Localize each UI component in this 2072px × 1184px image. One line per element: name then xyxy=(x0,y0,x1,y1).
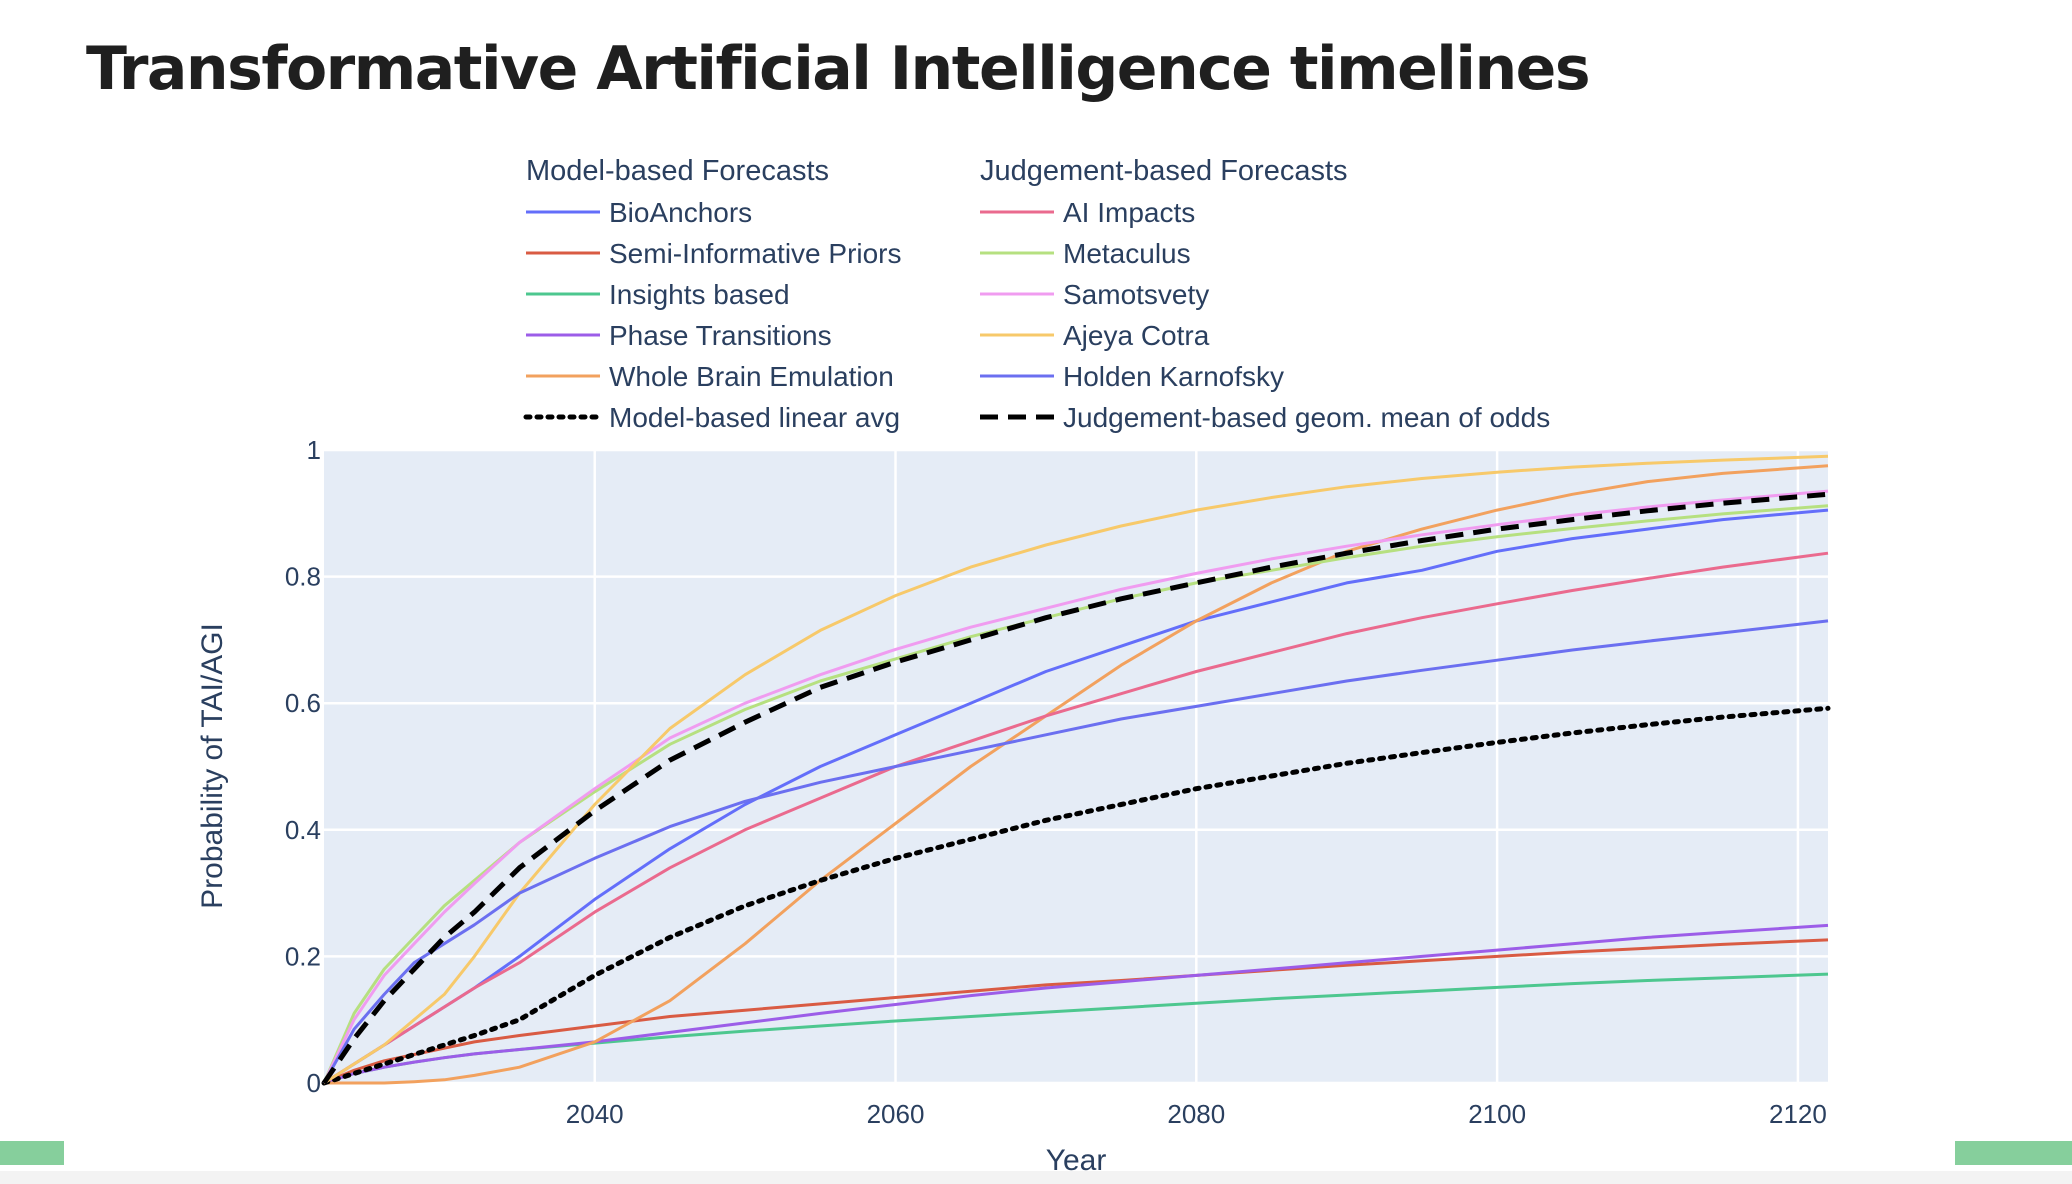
series-line-judgement-based-geom-mean-of-odds xyxy=(321,491,1829,1085)
series-line-whole-brain-emulation xyxy=(324,464,1829,1085)
legend-item[interactable]: Samotsvety xyxy=(980,279,1209,310)
legend-item[interactable]: Insights based xyxy=(526,279,790,310)
legend-item[interactable]: Holden Karnofsky xyxy=(980,361,1284,392)
legend-label: AI Impacts xyxy=(1063,197,1195,228)
legend-label: Semi-Informative Priors xyxy=(609,238,902,269)
legend-item[interactable]: BioAnchors xyxy=(526,197,752,228)
legend-label: BioAnchors xyxy=(609,197,752,228)
legend-item[interactable]: Phase Transitions xyxy=(526,320,832,351)
series-line-ai-impacts xyxy=(323,551,1829,1085)
x-tick-label: 2060 xyxy=(867,1099,925,1129)
legend-label: Ajeya Cotra xyxy=(1063,320,1210,351)
y-axis-label: Probability of TAI/AGI xyxy=(196,623,229,909)
axis-ticks: 2040 2060 2080 2100 2120 0 0.2 0.4 0.6 0.8 1 xyxy=(285,435,1827,1129)
legend-item[interactable]: Model-based linear avg xyxy=(523,402,900,433)
y-tick-label: 1 xyxy=(307,435,321,465)
legend-label: Whole Brain Emulation xyxy=(609,361,894,392)
legend-label: Phase Transitions xyxy=(609,320,832,351)
series-line-semi-informative-priors xyxy=(323,938,1829,1085)
series-line-ajeya-cotra xyxy=(323,454,1829,1085)
legend-group-title: Model-based Forecasts xyxy=(526,155,829,187)
decorative-bar-left xyxy=(0,1141,64,1165)
legend-item[interactable]: Whole Brain Emulation xyxy=(526,361,894,392)
legend-item[interactable]: Semi-Informative Priors xyxy=(526,238,902,269)
x-tick-label: 2100 xyxy=(1468,1099,1526,1129)
x-tick-label: 2080 xyxy=(1167,1099,1225,1129)
legend-group-title: Judgement-based Forecasts xyxy=(980,155,1348,187)
legend-label: Model-based linear avg xyxy=(609,402,900,433)
legend-label: Metaculus xyxy=(1063,238,1191,269)
decorative-bar-right xyxy=(1955,1141,2072,1165)
legend-label: Insights based xyxy=(609,279,790,310)
page-title: Transformative Artificial Intelligence t… xyxy=(86,34,1591,104)
chart-legend[interactable]: Model-based Forecasts BioAnchors Semi-Info… xyxy=(523,155,1550,433)
y-tick-label: 0 xyxy=(307,1068,321,1098)
series-layer xyxy=(321,454,1831,1086)
series-line-phase-transitions xyxy=(323,923,1829,1085)
y-tick-label: 0.4 xyxy=(285,815,321,845)
series-line-metaculus xyxy=(322,504,1829,1084)
legend-label: Samotsvety xyxy=(1063,279,1209,310)
series-line-model-based-linear-avg xyxy=(321,705,1831,1086)
y-tick-label: 0.8 xyxy=(285,562,321,592)
x-tick-label: 2040 xyxy=(566,1099,624,1129)
x-tick-label: 2120 xyxy=(1769,1099,1827,1129)
y-tick-label: 0.6 xyxy=(285,688,321,718)
legend-item[interactable]: AI Impacts xyxy=(980,197,1195,228)
legend-item[interactable]: Metaculus xyxy=(980,238,1191,269)
legend-item[interactable]: Ajeya Cotra xyxy=(980,320,1210,351)
plot-area xyxy=(324,450,1828,1083)
legend-item[interactable]: Judgement-based geom. mean of odds xyxy=(980,402,1550,433)
series-line-holden-karnofsky xyxy=(322,619,1829,1084)
legend-label: Judgement-based geom. mean of odds xyxy=(1063,402,1550,433)
series-line-samotsvety xyxy=(322,489,1829,1084)
slide-footer-strip xyxy=(0,1171,2072,1184)
y-tick-label: 0.2 xyxy=(285,941,321,971)
legend-label: Holden Karnofsky xyxy=(1063,361,1284,392)
